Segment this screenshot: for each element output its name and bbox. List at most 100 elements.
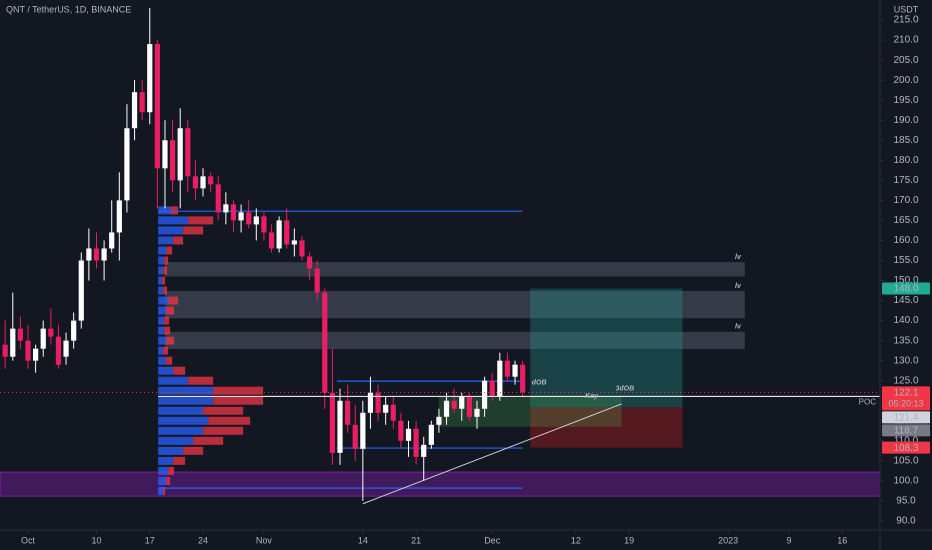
- candle-body: [299, 240, 305, 257]
- volume-down: [166, 356, 173, 365]
- volume-down: [168, 296, 179, 305]
- volume-up: [158, 426, 204, 435]
- y-tick-label: 200.0: [893, 75, 918, 86]
- volume-up: [158, 446, 184, 455]
- chart-title: QNT / TetherUS, 1D, BINANCE: [6, 4, 131, 14]
- volume-down: [168, 466, 175, 475]
- candle-body: [489, 380, 495, 397]
- y-tick-label: 95.0: [896, 496, 916, 507]
- x-tick-label: Nov: [256, 535, 273, 545]
- candle-body: [208, 176, 214, 185]
- volume-up: [158, 376, 189, 385]
- candle-body: [306, 256, 313, 269]
- candle-body: [246, 212, 252, 225]
- candle-body: [2, 344, 8, 357]
- profit-zone: [530, 288, 683, 408]
- y-tick-label: 145.0: [893, 295, 918, 306]
- volume-down: [213, 396, 264, 405]
- candle-body: [268, 232, 275, 249]
- volume-down: [188, 376, 214, 385]
- volume-up: [158, 226, 184, 235]
- liquidity-zone: [164, 290, 745, 319]
- y-tick-label: 125.0: [893, 375, 918, 386]
- candle-body: [162, 140, 168, 169]
- volume-up: [158, 436, 194, 445]
- candle-body: [474, 408, 480, 417]
- candle-body: [154, 44, 160, 169]
- volume-down: [166, 306, 175, 315]
- candle-body: [314, 268, 320, 293]
- volume-down: [193, 436, 224, 445]
- volume-down: [163, 266, 168, 275]
- candle-body: [25, 340, 31, 361]
- zone-label: lv: [735, 283, 742, 290]
- x-tick-label: 9: [786, 535, 791, 545]
- y-tick-label: 165.0: [893, 215, 918, 226]
- volume-down: [188, 216, 214, 225]
- candle-body: [86, 248, 92, 261]
- candle-body: [63, 340, 69, 357]
- volume-down: [183, 226, 204, 235]
- candle-body: [33, 348, 39, 361]
- candle-body: [230, 204, 237, 221]
- price-tag: [882, 411, 930, 424]
- volume-up: [158, 386, 214, 395]
- y-tick-label: 130.0: [893, 355, 918, 366]
- y-tick-label: 180.0: [893, 155, 918, 166]
- candle-body: [481, 380, 488, 409]
- candle-body: [520, 364, 526, 393]
- candle-body: [497, 360, 503, 397]
- y-tick-label: 140.0: [893, 315, 918, 326]
- volume-down: [173, 236, 184, 245]
- candle-body: [48, 328, 54, 337]
- annotation: Key: [585, 393, 599, 400]
- candle-body: [352, 424, 358, 449]
- candle-body: [93, 248, 100, 261]
- volume-down: [163, 286, 168, 295]
- volume-down: [164, 326, 171, 335]
- x-tick-label: 14: [358, 535, 368, 545]
- x-tick-label: 21: [411, 535, 421, 545]
- candle-body: [284, 220, 290, 245]
- y-tick-label: 215.0: [893, 15, 918, 26]
- candle-body: [71, 320, 77, 341]
- volume-up: [158, 486, 164, 495]
- price-tag: [882, 424, 930, 437]
- volume-down: [166, 246, 173, 255]
- volume-up: [158, 336, 167, 345]
- x-tick-label: Oct: [21, 535, 36, 545]
- annotation: dOB: [532, 380, 547, 387]
- candle-body: [337, 400, 343, 453]
- volume-down: [170, 206, 179, 215]
- zone-label: lv: [735, 324, 742, 331]
- y-tick-label: 110.0: [894, 435, 919, 446]
- volume-down: [164, 316, 170, 325]
- candle-body: [360, 412, 366, 449]
- y-tick-label: 135.0: [893, 335, 918, 346]
- candle-body: [345, 400, 351, 425]
- zone-label: lv: [735, 254, 742, 261]
- y-tick-label: 105.0: [893, 456, 918, 467]
- candle-body: [40, 328, 46, 349]
- volume-down: [166, 476, 171, 485]
- candle-body: [55, 336, 62, 365]
- volume-up: [158, 236, 174, 245]
- price-tag-label: 122.1: [893, 387, 918, 398]
- candle-body: [17, 328, 23, 341]
- candle-body: [192, 176, 199, 189]
- volume-down: [162, 276, 166, 285]
- candle-body: [466, 396, 472, 417]
- volume-down: [203, 406, 244, 415]
- y-tick-label: 185.0: [893, 135, 918, 146]
- candle-body: [215, 184, 221, 213]
- price-tag-label: 118.7: [894, 425, 919, 436]
- candle-body: [329, 392, 335, 453]
- x-tick-label: 17: [145, 535, 155, 545]
- volume-down: [163, 486, 166, 495]
- candle-body: [101, 248, 107, 261]
- y-tick-label: 170.0: [893, 195, 918, 206]
- volume-up: [158, 296, 169, 305]
- x-tick-label: 2023: [718, 535, 738, 545]
